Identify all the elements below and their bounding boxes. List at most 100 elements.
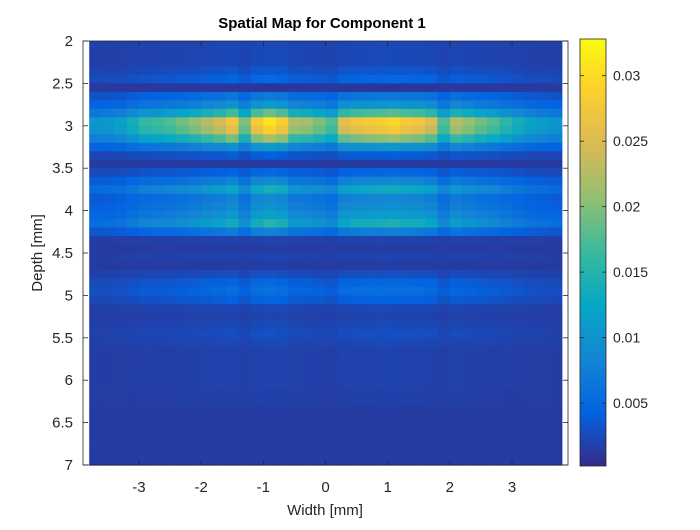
- colorbar-tick-label: 0.005: [613, 395, 648, 411]
- heatmap-cell: [213, 278, 227, 288]
- heatmap-cell: [201, 261, 215, 271]
- heatmap-cell: [275, 176, 289, 186]
- heatmap-cell: [101, 456, 115, 466]
- heatmap-cell: [337, 278, 351, 288]
- heatmap-cell: [201, 100, 215, 110]
- heatmap-cell: [400, 66, 414, 76]
- heatmap-cell: [387, 329, 401, 339]
- heatmap-cell: [350, 100, 364, 110]
- heatmap-cell: [424, 278, 439, 288]
- heatmap-cell: [400, 125, 414, 135]
- heatmap-cell: [163, 244, 177, 254]
- heatmap-cell: [300, 363, 314, 373]
- heatmap-cell: [238, 108, 252, 118]
- heatmap-cell: [437, 142, 451, 152]
- heatmap-cell: [238, 193, 252, 203]
- heatmap-cell: [313, 202, 327, 212]
- heatmap-cell: [474, 227, 488, 237]
- heatmap-cell: [188, 202, 202, 212]
- heatmap-cell: [350, 278, 364, 288]
- heatmap-cell: [524, 354, 538, 364]
- heatmap-cell: [424, 269, 439, 280]
- heatmap-cell: [89, 142, 103, 152]
- heatmap-cell: [462, 236, 476, 246]
- heatmap-cell: [350, 337, 364, 347]
- heatmap-cell: [89, 219, 103, 229]
- heatmap-cell: [449, 202, 463, 212]
- heatmap-cell: [313, 354, 327, 364]
- heatmap-cell: [536, 74, 550, 84]
- heatmap-cell: [138, 253, 152, 263]
- heatmap-cell: [238, 41, 252, 51]
- heatmap-cell: [524, 244, 538, 254]
- heatmap-cell: [300, 100, 314, 110]
- heatmap-cell: [474, 363, 488, 373]
- heatmap-cell: [275, 354, 289, 364]
- heatmap-cell: [138, 448, 152, 458]
- heatmap-cell: [201, 41, 215, 51]
- heatmap-cell: [151, 91, 165, 101]
- heatmap-cell: [126, 185, 140, 195]
- heatmap-cell: [524, 312, 538, 322]
- heatmap-cell: [549, 329, 563, 339]
- heatmap-cell: [288, 57, 302, 68]
- heatmap-cell: [499, 142, 513, 152]
- heatmap-cell: [337, 193, 351, 203]
- heatmap-cell: [400, 74, 414, 84]
- heatmap-cell: [213, 125, 227, 135]
- heatmap-cell: [101, 193, 115, 203]
- heatmap-cell: [138, 176, 152, 186]
- heatmap-cell: [499, 83, 513, 93]
- heatmap-cell: [288, 142, 302, 152]
- heatmap-cell: [300, 388, 314, 398]
- heatmap-cell: [549, 176, 563, 186]
- heatmap-cell: [474, 295, 488, 305]
- heatmap-cell: [201, 83, 215, 93]
- heatmap-cell: [114, 125, 128, 135]
- heatmap-cell: [549, 371, 563, 381]
- heatmap-cell: [337, 337, 351, 347]
- heatmap-cell: [549, 414, 563, 424]
- heatmap-cell: [101, 422, 115, 432]
- heatmap-cell: [163, 431, 177, 441]
- heatmap-cell: [101, 185, 115, 195]
- heatmap-cell: [263, 66, 277, 76]
- heatmap-cell: [126, 41, 140, 51]
- heatmap-cell: [524, 303, 538, 313]
- heatmap-cell: [524, 295, 538, 305]
- heatmap-cell: [114, 405, 128, 415]
- heatmap-cell: [412, 456, 426, 466]
- heatmap-cell: [89, 295, 103, 305]
- heatmap-cell: [89, 193, 103, 203]
- heatmap-cell: [375, 210, 389, 220]
- heatmap-cell: [300, 337, 314, 347]
- heatmap-cell: [487, 448, 501, 458]
- heatmap-cell: [89, 227, 103, 237]
- heatmap-cell: [524, 278, 538, 288]
- heatmap-cell: [213, 337, 227, 347]
- heatmap-cell: [288, 91, 302, 101]
- heatmap-cell: [226, 57, 240, 68]
- heatmap-cell: [300, 168, 314, 178]
- heatmap-cell: [362, 168, 376, 178]
- heatmap-cell: [138, 100, 152, 110]
- heatmap-cell: [213, 236, 227, 246]
- heatmap-cell: [536, 253, 550, 263]
- heatmap-cell: [101, 66, 115, 76]
- heatmap-cell: [188, 346, 202, 356]
- heatmap-cell: [487, 320, 501, 330]
- heatmap-cell: [250, 91, 264, 101]
- heatmap-cell: [313, 346, 327, 356]
- heatmap-cell: [499, 151, 513, 161]
- heatmap-cell: [114, 227, 128, 237]
- heatmap-cell: [487, 159, 501, 169]
- heatmap-cell: [213, 210, 227, 220]
- heatmap-cell: [101, 371, 115, 381]
- y-tick-label: 2.5: [52, 75, 73, 92]
- heatmap-cell: [449, 388, 463, 398]
- heatmap-cell: [313, 193, 327, 203]
- heatmap-cell: [350, 329, 364, 339]
- heatmap-cell: [325, 405, 339, 415]
- heatmap-cell: [325, 329, 339, 339]
- heatmap-cell: [387, 269, 401, 280]
